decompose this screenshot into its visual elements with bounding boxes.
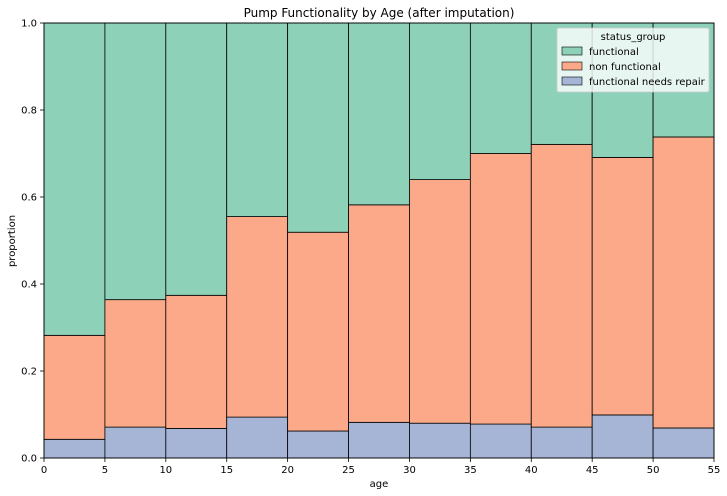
x-tick-label-3: 15 [220, 465, 233, 476]
bar-functional-needs-repair-6 [409, 422, 471, 459]
bar-non-functional-0 [43, 334, 106, 440]
legend-label-0: functional [589, 47, 639, 58]
bar-functional-1 [104, 22, 167, 301]
legend-swatch-1 [561, 61, 583, 71]
x-tick-label-6: 30 [403, 465, 416, 476]
plot-frame [43, 22, 715, 459]
bar-non-functional-10 [652, 136, 715, 429]
bar-non-functional-6 [409, 179, 471, 424]
x-tick-label-8: 40 [525, 465, 538, 476]
legend: status_group functional non functional func… [556, 27, 710, 93]
bar-functional-needs-repair-9 [591, 414, 654, 459]
bar-non-functional-7 [469, 153, 532, 425]
legend-box [556, 27, 710, 93]
bar-non-functional-3 [226, 216, 289, 418]
axes-group: 0 5 10 15 20 25 30 35 40 45 50 55 0.0 0.2 0.4 0.6 0.8 1.0 [21, 19, 720, 477]
x-tick-label-7: 35 [464, 465, 477, 476]
y-tick-label-2: 0.4 [21, 280, 37, 291]
bar-functional-needs-repair-0 [43, 438, 106, 459]
y-tick-label-1: 0.2 [21, 367, 37, 378]
bar-functional-needs-repair-5 [348, 421, 410, 459]
bar-functional-needs-repair-1 [104, 426, 167, 459]
chart-title: Pump Functionality by Age (after imputat… [244, 6, 515, 20]
bar-functional-7 [469, 22, 532, 154]
legend-label-1: non functional [589, 62, 661, 73]
bar-functional-3 [226, 22, 289, 217]
legend-swatch-0 [561, 46, 583, 56]
x-tick-label-9: 45 [586, 465, 599, 476]
legend-label-2: functional needs repair [589, 77, 706, 88]
bar-non-functional-8 [530, 143, 593, 428]
bar-functional-needs-repair-10 [652, 427, 715, 459]
y-tick-label-4: 0.8 [21, 106, 37, 117]
x-tick-label-0: 0 [41, 465, 47, 476]
y-tick-label-3: 0.6 [21, 193, 37, 204]
bar-functional-needs-repair-8 [530, 426, 593, 459]
y-tick-label-0: 0.0 [21, 454, 37, 465]
y-tick-label-5: 1.0 [21, 19, 37, 30]
bar-functional-needs-repair-2 [165, 428, 228, 459]
bar-non-functional-9 [591, 157, 654, 416]
bar-functional-6 [409, 22, 471, 181]
bar-non-functional-5 [348, 204, 410, 423]
bar-functional-2 [165, 22, 228, 296]
bar-non-functional-2 [165, 294, 228, 429]
bar-functional-5 [348, 22, 410, 206]
legend-swatch-2 [561, 76, 583, 86]
bar-functional-needs-repair-3 [226, 416, 289, 459]
bar-functional-0 [43, 22, 106, 336]
bar-functional-needs-repair-4 [287, 430, 349, 459]
x-tick-label-4: 20 [281, 465, 294, 476]
x-tick-label-2: 10 [159, 465, 172, 476]
bar-non-functional-1 [104, 299, 167, 428]
x-tick-label-10: 50 [647, 465, 660, 476]
x-tick-label-11: 55 [708, 465, 721, 476]
bar-functional-needs-repair-7 [469, 423, 532, 459]
legend-title: status_group [601, 32, 666, 43]
bar-functional-4 [287, 22, 349, 233]
x-tick-label-1: 5 [102, 465, 108, 476]
x-axis-label: age [370, 479, 389, 490]
x-tick-label-5: 25 [342, 465, 355, 476]
y-axis-label: proportion [7, 215, 18, 267]
bar-non-functional-4 [287, 231, 349, 432]
